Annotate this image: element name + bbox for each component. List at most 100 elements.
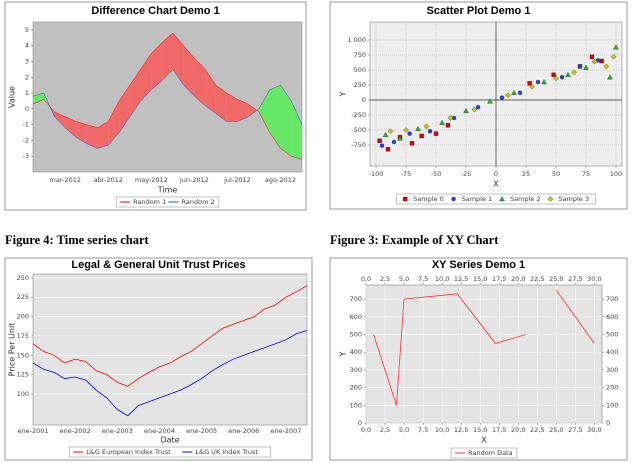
marker <box>571 69 577 76</box>
x-tick-label: ene-2006 <box>228 427 259 435</box>
marker <box>403 196 408 202</box>
x-tick-label: 5,0 <box>399 426 409 434</box>
marker <box>487 98 493 104</box>
y-tick-label: 1 000 <box>347 36 366 44</box>
difference-area <box>258 89 270 133</box>
legend-label: Random 2 <box>182 198 215 206</box>
series-line <box>32 32 303 160</box>
marker <box>610 54 617 60</box>
marker <box>595 58 601 63</box>
x-tick-label: 22,5 <box>530 426 544 434</box>
y2-tick-label: 500 <box>606 331 618 339</box>
caption: Figure 3: Example of XY Chart <box>330 233 499 247</box>
marker <box>553 75 559 82</box>
series-line <box>32 68 303 149</box>
series-line <box>373 290 595 406</box>
x2-tick-label: 17,5 <box>492 275 506 283</box>
y-tick-label: 4 <box>25 42 29 50</box>
marker <box>433 131 439 136</box>
marker <box>415 125 421 132</box>
difference-area <box>205 69 216 114</box>
x-tick-label: 0,0 <box>361 426 371 434</box>
y-tick-label: 100 <box>17 390 29 398</box>
marker <box>451 196 456 202</box>
y-tick-label: 0 <box>358 419 362 427</box>
marker <box>529 84 535 90</box>
difference-area <box>54 112 66 128</box>
y-tick-label: 600 <box>350 313 362 321</box>
y-axis-label: Price Per Unit <box>8 323 17 377</box>
y2-tick-label: 0 <box>606 419 610 427</box>
marker <box>385 146 391 152</box>
x-tick-label: 0 <box>494 170 498 178</box>
marker <box>589 54 595 59</box>
marker <box>397 135 403 141</box>
chart-title: Difference Chart Demo 1 <box>91 5 219 17</box>
y-tick-label: 250 <box>354 81 366 89</box>
chart-title: Scatter Plot Demo 1 <box>427 5 531 17</box>
x-tick-label: abr-2012 <box>94 176 123 184</box>
y-axis-label: Value <box>8 86 17 108</box>
y-tick-label: 3 <box>25 57 29 65</box>
difference-area <box>33 93 44 105</box>
marker <box>613 44 619 50</box>
y-tick-label: 500 <box>350 331 362 339</box>
x2-tick-label: 5,0 <box>399 275 409 283</box>
marker <box>603 63 610 70</box>
difference-area <box>269 85 281 149</box>
x-tick-label: 27,5 <box>568 426 582 434</box>
legend-label: Sample 3 <box>558 195 589 203</box>
y-tick-label: -2 <box>23 136 29 144</box>
x-tick-label: mar-2012 <box>50 176 81 184</box>
y-tick-label: 100 <box>350 401 362 409</box>
x2-tick-label: 2,5 <box>380 275 390 283</box>
x-tick-label: ene-2001 <box>17 427 48 435</box>
marker <box>499 196 505 202</box>
marker <box>541 79 547 85</box>
caption: Figure 4: Time series chart <box>5 233 150 247</box>
difference-area <box>194 58 206 106</box>
marker <box>423 123 430 130</box>
x-tick-label: ago-2012 <box>265 176 296 184</box>
chart-title: XY Series Demo 1 <box>432 259 525 271</box>
y-tick-label: 225 <box>17 293 29 301</box>
marker <box>505 92 511 98</box>
marker <box>379 143 385 148</box>
marker <box>407 131 412 136</box>
difference-area <box>215 85 227 122</box>
difference-area <box>108 100 120 146</box>
marker <box>387 128 394 134</box>
y-axis-label: Y <box>339 91 348 97</box>
difference-area <box>183 45 195 97</box>
x-tick-label: 75 <box>582 170 590 178</box>
difference-area <box>280 85 292 157</box>
y-tick-label: 750 <box>354 51 366 59</box>
y-tick-label: 5 <box>25 26 29 34</box>
x-tick-label: 17,5 <box>492 426 506 434</box>
x-tick-label: ene-2004 <box>144 427 175 435</box>
x-tick-label: 15,0 <box>473 426 487 434</box>
legend-label: Random Data <box>468 449 513 457</box>
series-line <box>32 330 308 417</box>
marker <box>475 104 481 110</box>
legend-label: Sample 2 <box>510 195 541 203</box>
y-tick-label: 0 <box>362 96 366 104</box>
marker <box>517 90 523 96</box>
marker <box>463 107 469 114</box>
x2-tick-label: 7,5 <box>418 275 428 283</box>
x-tick-label: 25 <box>522 170 530 178</box>
x-tick-label: 20,0 <box>511 426 525 434</box>
x-axis-label: Date <box>160 436 179 445</box>
y-tick-label: -250 <box>351 111 366 119</box>
x-tick-label: ene-2002 <box>60 427 91 435</box>
legend-label: Sample 0 <box>413 195 444 203</box>
difference-area <box>291 100 302 160</box>
y2-tick-label: 300 <box>606 366 618 374</box>
marker <box>471 106 478 113</box>
y-tick-label: 175 <box>17 332 29 340</box>
difference-area <box>97 121 109 149</box>
x-tick-label: 50 <box>552 170 560 178</box>
chart-title: Legal & General Unit Trust Prices <box>71 259 245 271</box>
y2-tick-label: 100 <box>606 401 618 409</box>
